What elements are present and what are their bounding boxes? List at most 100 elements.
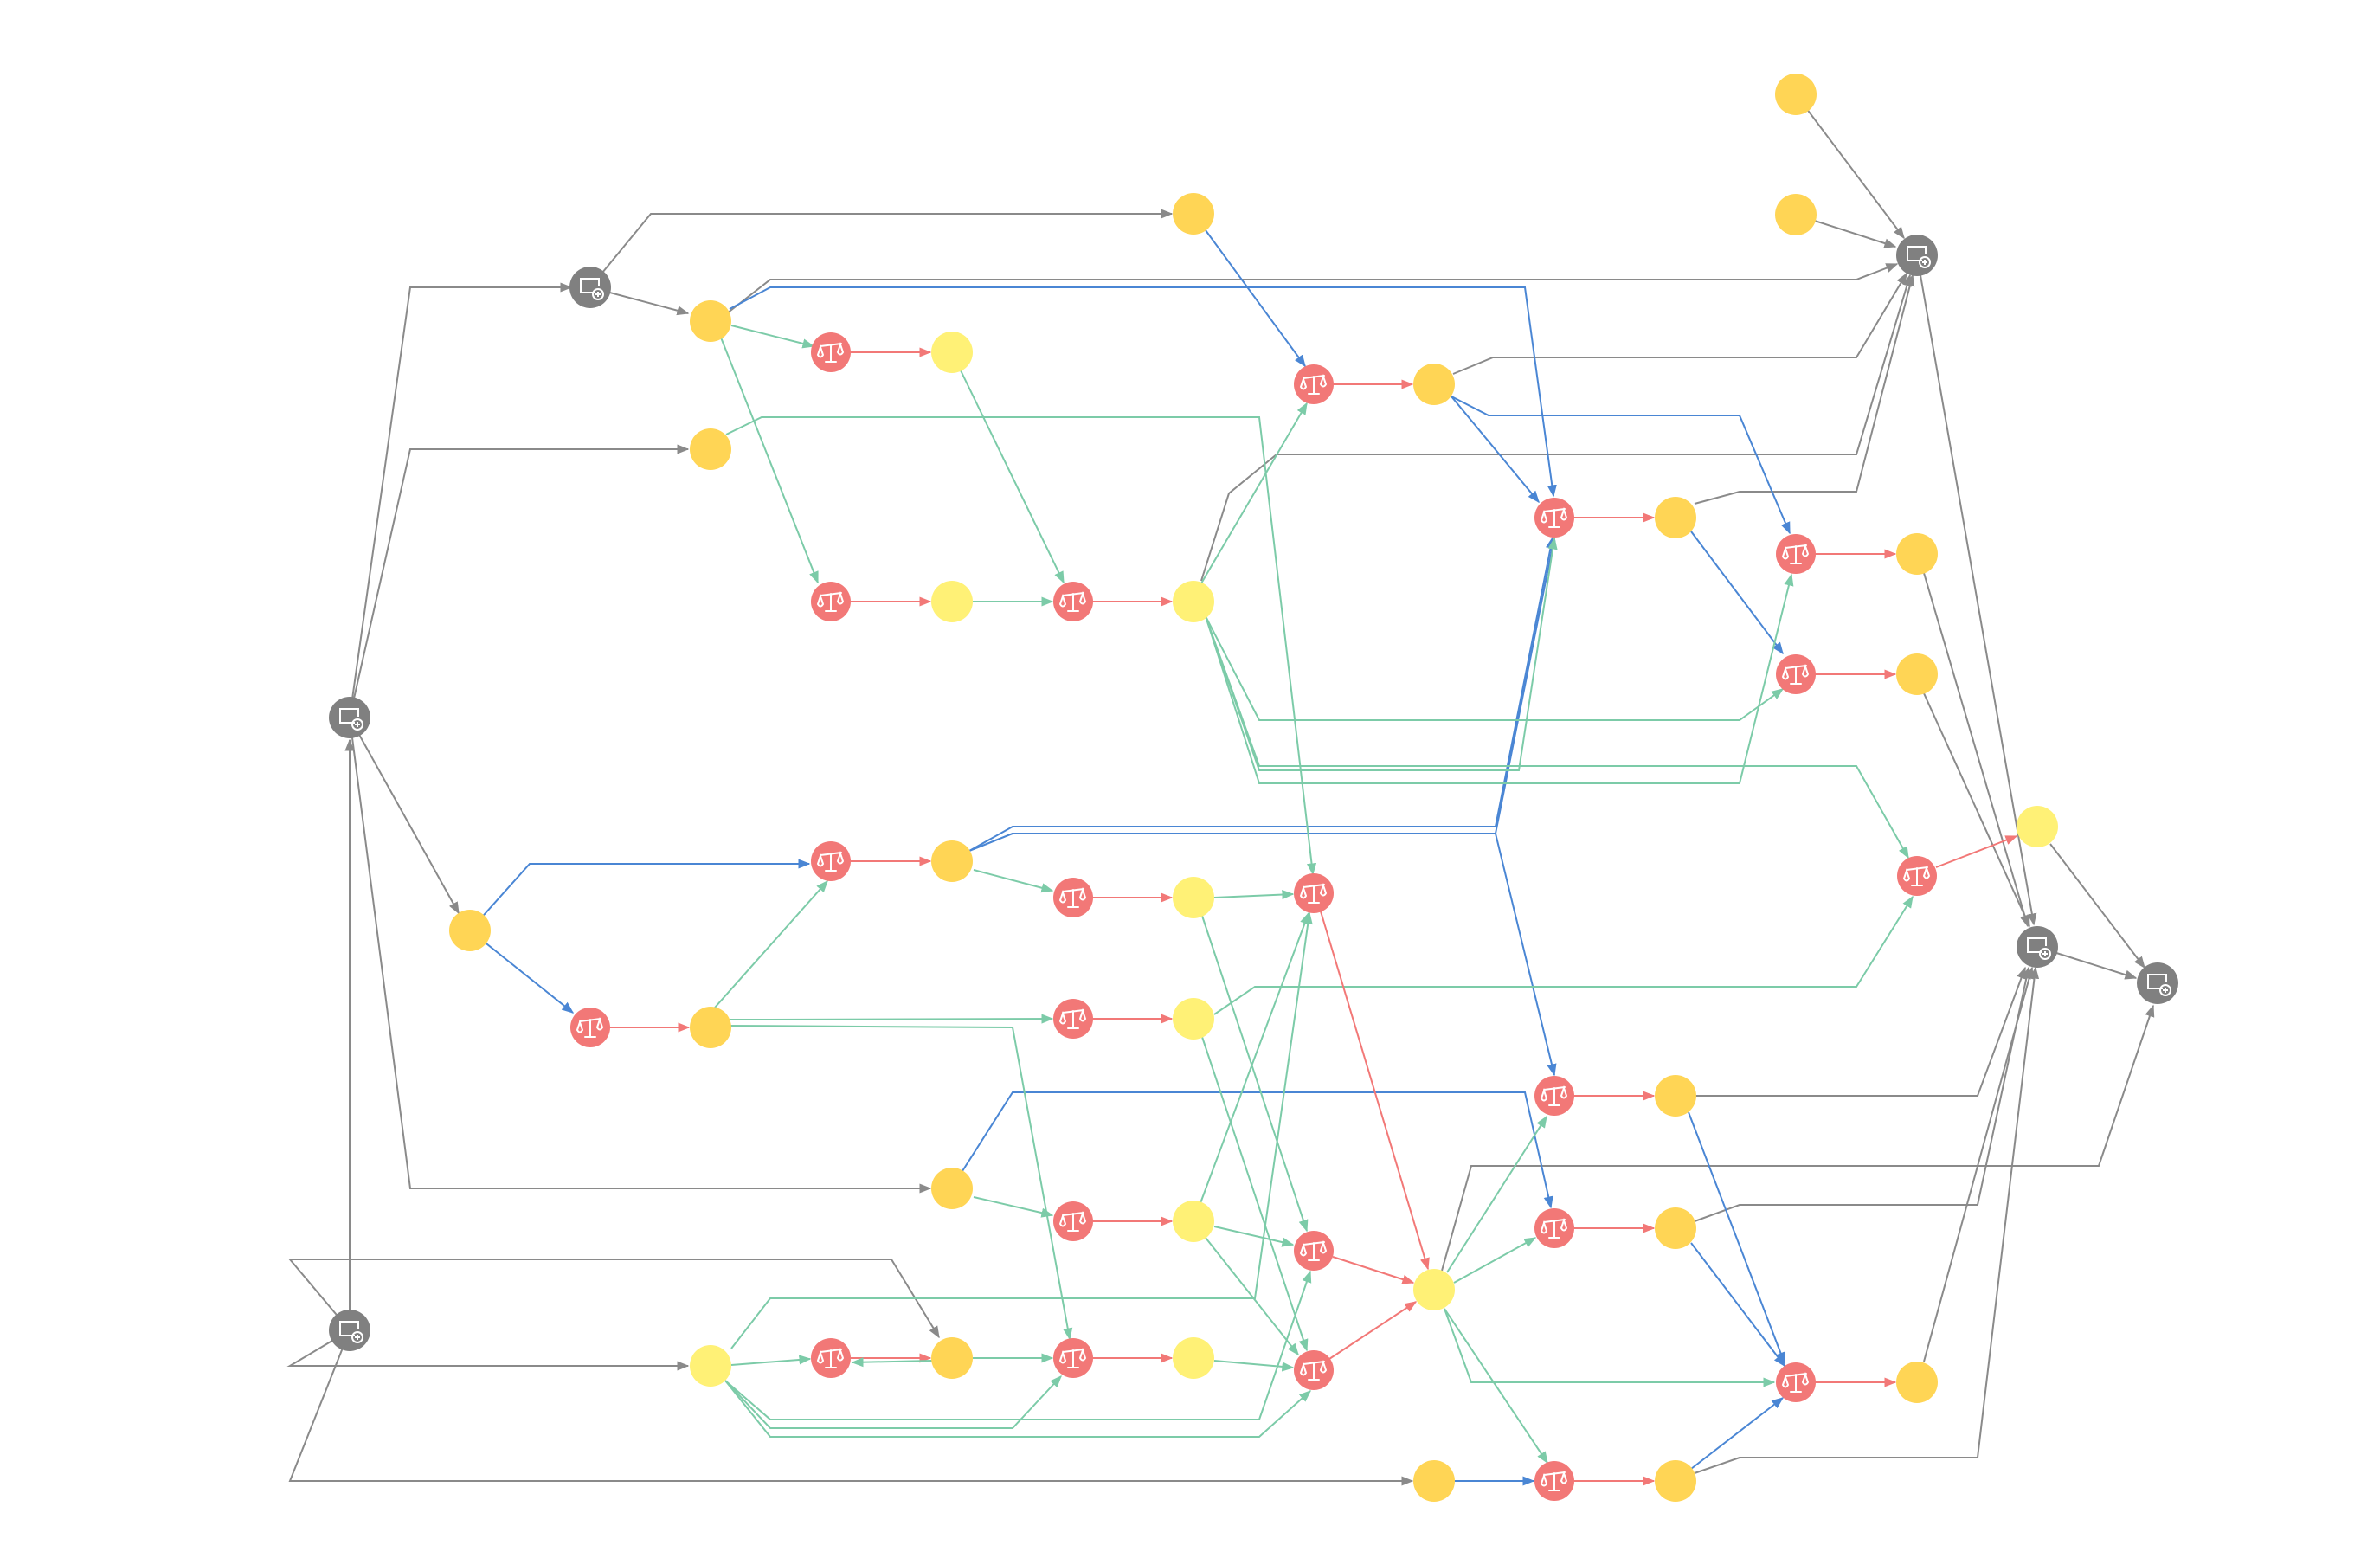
node-yellow-dark[interactable] — [1413, 1460, 1455, 1502]
node-yellow-dark[interactable] — [931, 1337, 973, 1379]
edge-green — [1201, 1036, 1309, 1352]
edge-green — [1205, 537, 1558, 771]
node-red[interactable] — [1534, 1076, 1574, 1116]
edge-green — [727, 1014, 1054, 1024]
edge-blue — [1688, 1111, 1785, 1365]
node-yellow-dark[interactable] — [690, 300, 731, 342]
node-yellow-light[interactable] — [1173, 581, 1214, 622]
node-yellow-dark[interactable] — [931, 1168, 973, 1209]
node-red[interactable] — [1294, 1350, 1334, 1390]
screen-link-icon — [580, 278, 604, 300]
node-yellow-light[interactable] — [1173, 1201, 1214, 1242]
node-circle — [1655, 1075, 1696, 1117]
screen-link-icon — [2027, 937, 2051, 960]
node-yellow-dark[interactable] — [449, 910, 491, 951]
node-yellow-light[interactable] — [931, 332, 973, 373]
node-red[interactable] — [1053, 582, 1093, 621]
node-red[interactable] — [1053, 999, 1093, 1039]
edge-green — [1205, 1237, 1299, 1356]
edge-blue — [729, 286, 1557, 498]
node-red[interactable] — [1053, 1338, 1093, 1378]
node-yellow-light[interactable] — [931, 581, 973, 622]
node-gray[interactable] — [2017, 926, 2058, 968]
node-circle — [931, 1337, 973, 1379]
node-yellow-dark[interactable] — [1775, 194, 1817, 235]
node-yellow-dark[interactable] — [1896, 533, 1938, 575]
balance-scale-icon — [1058, 1008, 1087, 1029]
screen-link-icon — [339, 708, 363, 731]
edge-layer — [286, 93, 2155, 1486]
node-gray[interactable] — [1896, 235, 1938, 276]
node-yellow-dark[interactable] — [1775, 74, 1817, 115]
node-yellow-light[interactable] — [690, 1345, 731, 1387]
node-red[interactable] — [1897, 856, 1937, 896]
node-gray[interactable] — [329, 1310, 370, 1351]
node-yellow-dark[interactable] — [690, 1007, 731, 1048]
node-red[interactable] — [1294, 873, 1334, 913]
node-red[interactable] — [1053, 1201, 1093, 1241]
node-gray[interactable] — [569, 267, 611, 308]
edge-green — [1205, 615, 1785, 721]
node-red[interactable] — [811, 582, 851, 621]
node-yellow-light[interactable] — [1173, 877, 1214, 918]
node-red[interactable] — [1776, 534, 1816, 574]
node-red[interactable] — [1534, 498, 1574, 538]
node-gray[interactable] — [329, 697, 370, 738]
node-red[interactable] — [1294, 1231, 1334, 1271]
node-circle — [690, 1345, 731, 1387]
balance-scale-icon — [1781, 1371, 1810, 1393]
edge-green — [730, 1355, 812, 1366]
node-circle — [1173, 1201, 1214, 1242]
node-yellow-light[interactable] — [1413, 1269, 1455, 1310]
node-circle — [931, 581, 973, 622]
node-yellow-dark[interactable] — [931, 840, 973, 882]
balance-scale-icon — [816, 850, 845, 872]
node-circle — [931, 332, 973, 373]
node-yellow-dark[interactable] — [1896, 1362, 1938, 1403]
node-yellow-dark[interactable] — [1896, 653, 1938, 695]
node-circle — [1655, 497, 1696, 538]
node-red[interactable] — [1053, 878, 1093, 917]
node-circle — [449, 910, 491, 951]
node-circle — [690, 1007, 731, 1048]
node-red[interactable] — [811, 841, 851, 881]
node-red[interactable] — [1776, 654, 1816, 694]
edge-gray — [349, 717, 460, 915]
node-yellow-dark[interactable] — [1655, 1460, 1696, 1502]
node-gray[interactable] — [2137, 962, 2178, 1004]
node-circle — [329, 1310, 370, 1351]
balance-scale-icon — [1540, 506, 1568, 528]
node-yellow-light[interactable] — [2017, 806, 2058, 847]
node-yellow-light[interactable] — [1173, 1337, 1214, 1379]
edge-gray — [1923, 966, 2035, 1362]
node-circle — [1413, 1269, 1455, 1310]
balance-scale-icon — [1781, 663, 1810, 685]
node-yellow-dark[interactable] — [1655, 1075, 1696, 1117]
edge-gray — [286, 1329, 690, 1371]
balance-scale-icon — [1299, 1239, 1328, 1261]
node-red[interactable] — [1534, 1208, 1574, 1248]
node-red[interactable] — [1776, 1362, 1816, 1402]
node-red[interactable] — [1534, 1461, 1574, 1501]
edge-green — [1205, 573, 1794, 784]
node-yellow-light[interactable] — [1173, 998, 1214, 1040]
node-yellow-dark[interactable] — [690, 428, 731, 470]
node-yellow-dark[interactable] — [1655, 497, 1696, 538]
edge-green — [724, 1380, 1312, 1438]
edge-green — [1201, 915, 1309, 1233]
screen-link-icon — [1907, 246, 1931, 268]
edge-gray — [1795, 93, 1905, 240]
node-yellow-dark[interactable] — [1655, 1207, 1696, 1249]
edge-blue — [962, 1091, 1553, 1209]
node-red[interactable] — [570, 1008, 610, 1047]
node-yellow-dark[interactable] — [1173, 193, 1214, 235]
node-red[interactable] — [811, 1338, 851, 1378]
edge-gray — [2049, 843, 2145, 969]
node-yellow-dark[interactable] — [1413, 364, 1455, 405]
edge-gray — [1452, 272, 1907, 375]
node-red[interactable] — [1294, 364, 1334, 404]
node-circle — [931, 1168, 973, 1209]
node-red[interactable] — [811, 332, 851, 372]
edge-green — [720, 337, 819, 584]
